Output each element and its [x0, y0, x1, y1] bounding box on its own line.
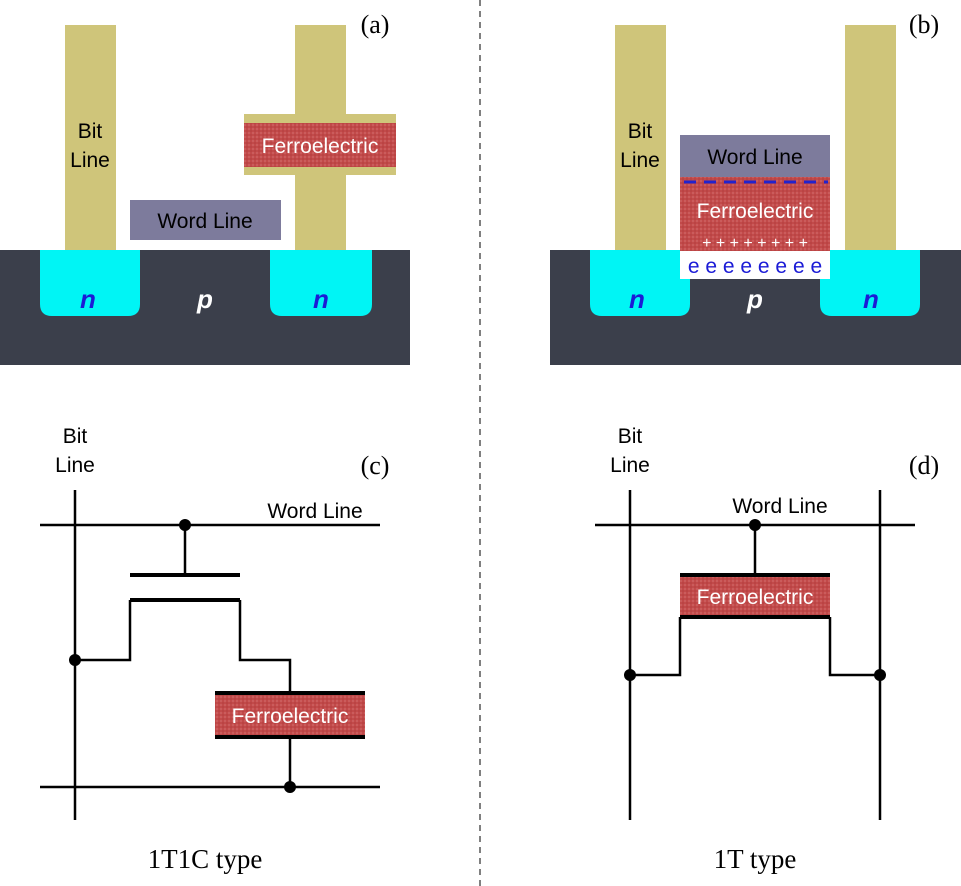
ferroelectric-label: Ferroelectric — [697, 200, 814, 223]
source-wire — [75, 600, 132, 662]
ferroelectric-layer — [244, 123, 396, 167]
source-wire — [630, 617, 682, 677]
ferroelectric-gate — [680, 575, 830, 617]
ferroelectric-label: Ferroelectric — [232, 705, 349, 728]
bit-label-word2: Line — [70, 149, 110, 172]
bit-label-word1: Bit — [628, 120, 653, 143]
bit-label-word1: Bit — [78, 120, 103, 143]
ferroelectric-capacitor — [215, 693, 365, 737]
word-line-gate — [130, 200, 281, 240]
p-label: p — [196, 284, 213, 314]
drain-column — [845, 25, 896, 250]
junction-dot — [624, 669, 636, 681]
bit-label-word2: Line — [620, 149, 660, 172]
junction-dot — [284, 781, 296, 793]
caption: 1T1C type — [148, 844, 263, 874]
word-line-label: Word Line — [732, 495, 827, 518]
electron-channel — [680, 251, 830, 279]
caption: 1T type — [714, 844, 797, 874]
n-label-left: n — [629, 284, 645, 314]
bit-label-word1: Bit — [63, 425, 88, 448]
positive-charge-row: + + + + + + + + — [702, 235, 808, 252]
bit-label-word1: Bit — [618, 425, 643, 448]
n-region-left — [40, 250, 140, 316]
bit-label-word2: Line — [610, 454, 650, 477]
n-region-left — [590, 250, 690, 316]
panel-tag: (a) — [361, 10, 390, 39]
word-line-label: Word Line — [707, 146, 802, 169]
panel-d-labels: (d) Bit Line Word Line 1T type — [610, 425, 939, 874]
bit-line-column — [615, 25, 666, 250]
panel-c-labels: (c) Bit Line Word Line 1T1C type — [55, 425, 389, 874]
drain-wire — [828, 617, 880, 677]
word-line-label: Word Line — [267, 500, 362, 523]
p-label: p — [746, 284, 763, 314]
panel-d-gate-stack: Ferroelectric — [680, 573, 830, 619]
junction-dot — [69, 654, 81, 666]
word-line-gate — [680, 135, 830, 177]
junction-dot — [874, 669, 886, 681]
panel-c-capacitor: Ferroelectric — [215, 691, 365, 739]
panel-tag: (c) — [361, 451, 390, 480]
word-line-label: Word Line — [157, 210, 252, 233]
ferroelectric-layer — [680, 177, 830, 251]
ferroelectric-label: Ferroelectric — [262, 135, 379, 158]
n-label-left: n — [80, 284, 96, 314]
panel-b: (b) Bit Line Word Line Ferroelectric + +… — [550, 10, 961, 365]
n-label-right: n — [863, 284, 879, 314]
junction-dot — [179, 519, 191, 531]
electron-row: e e e e e e e e — [688, 255, 822, 278]
ferroelectric-label: Ferroelectric — [697, 586, 814, 609]
panel-d — [595, 490, 915, 820]
junction-dot — [749, 519, 761, 531]
panel-tag: (b) — [909, 10, 939, 39]
bit-label-word2: Line — [55, 454, 95, 477]
n-region-right — [270, 250, 372, 316]
panel-tag: (d) — [909, 451, 939, 480]
n-region-right — [820, 250, 920, 316]
n-label-right: n — [313, 284, 329, 314]
panel-a: (a) Bit Line Ferroelectric Word Line n p… — [0, 10, 410, 365]
bit-line-column — [65, 25, 116, 250]
drain-wire — [238, 600, 292, 693]
panel-c — [40, 490, 380, 820]
